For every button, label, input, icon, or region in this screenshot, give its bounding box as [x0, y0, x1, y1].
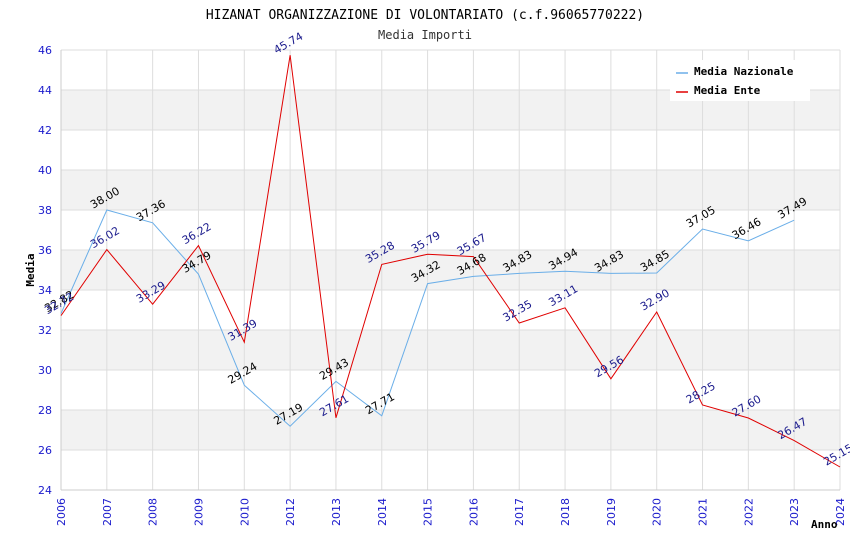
- data-label-ente: 36.02: [88, 224, 122, 251]
- chart-title: HIZANAT ORGANIZZAZIONE DI VOLONTARIATO (…: [206, 8, 644, 23]
- legend-box: [670, 60, 810, 101]
- y-tick-label: 46: [38, 44, 52, 57]
- y-tick-label: 30: [38, 364, 52, 377]
- y-tick-label: 36: [38, 244, 52, 257]
- y-tick-label: 34: [38, 284, 52, 297]
- x-tick-label: 2014: [376, 498, 389, 526]
- y-tick-label: 40: [38, 164, 52, 177]
- legend-label-ente: Media Ente: [694, 84, 761, 97]
- x-tick-label: 2006: [55, 498, 68, 526]
- x-tick-label: 2023: [788, 498, 801, 526]
- y-tick-label: 26: [38, 444, 52, 457]
- plot-band: [61, 410, 840, 450]
- x-tick-label: 2009: [192, 498, 205, 526]
- x-tick-label: 2022: [742, 498, 755, 526]
- plot-band: [61, 170, 840, 210]
- series-line-ente: [60, 55, 841, 468]
- y-tick-label: 42: [38, 124, 52, 137]
- y-tick-label: 28: [38, 404, 52, 417]
- data-label-ente: 45.74: [271, 30, 305, 57]
- series-line-nazionale: [60, 209, 795, 427]
- y-tick-labels: 24 26 28 30 32 34 36 38 40 42 44 46: [38, 44, 52, 497]
- x-tick-label: 2018: [559, 498, 572, 526]
- x-tick-label: 2019: [605, 498, 618, 526]
- x-tick-label: 2017: [513, 498, 526, 526]
- x-tick-label: 2007: [101, 498, 114, 526]
- x-tick-label: 2012: [284, 498, 297, 526]
- plot-bands: [61, 90, 840, 450]
- y-tick-label: 38: [38, 204, 52, 217]
- x-axis-label: Anno: [811, 518, 838, 531]
- plot-band: [61, 250, 840, 290]
- plot-band: [61, 330, 840, 370]
- x-tick-label: 2024: [834, 498, 847, 526]
- legend: Media Nazionale Media Ente: [670, 60, 810, 101]
- x-tick-label: 2008: [147, 498, 160, 526]
- data-label-ente: 36.22: [180, 220, 214, 247]
- series-lines: [60, 55, 841, 468]
- x-tick-labels: 2006 2007 2008 2009 2010 2012 2013 2014 2015 2016…: [55, 498, 847, 526]
- y-tick-label: 24: [38, 484, 52, 497]
- x-tick-label: 2021: [697, 498, 710, 526]
- axes: [60, 50, 840, 491]
- y-axis-label: Media: [24, 253, 37, 286]
- y-tick-label: 44: [38, 84, 52, 97]
- y-tick-label: 32: [38, 324, 52, 337]
- x-tick-label: 2015: [422, 498, 435, 526]
- data-label-ente: 32.90: [638, 286, 672, 313]
- x-tick-label: 2016: [467, 498, 480, 526]
- x-tick-label: 2010: [238, 498, 251, 526]
- data-label-nazionale: 36.46: [730, 215, 764, 242]
- legend-label-nazionale: Media Nazionale: [694, 65, 794, 78]
- x-tick-label: 2020: [651, 498, 664, 526]
- x-tick-label: 2013: [330, 498, 343, 526]
- chart-subtitle: Media Importi: [378, 28, 472, 42]
